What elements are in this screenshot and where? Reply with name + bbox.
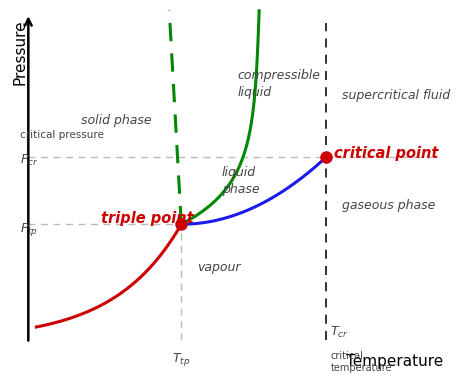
Text: gaseous phase: gaseous phase bbox=[342, 199, 436, 212]
Text: critical pressure: critical pressure bbox=[20, 130, 104, 140]
Text: Temperature: Temperature bbox=[346, 354, 443, 369]
Text: critical
temperature: critical temperature bbox=[330, 351, 392, 373]
Text: solid phase: solid phase bbox=[81, 114, 151, 127]
Text: supercritical fluid: supercritical fluid bbox=[342, 89, 450, 102]
Text: liquid
phase: liquid phase bbox=[221, 166, 259, 196]
Text: $T_{cr}$: $T_{cr}$ bbox=[330, 325, 349, 340]
Text: $T_{tp}$: $T_{tp}$ bbox=[172, 351, 191, 368]
Text: compressible
liquid: compressible liquid bbox=[237, 69, 321, 99]
Text: vapour: vapour bbox=[197, 260, 241, 274]
Text: Pressure: Pressure bbox=[12, 19, 27, 85]
Text: $P_{tp}$: $P_{tp}$ bbox=[20, 221, 38, 238]
Text: critical point: critical point bbox=[334, 146, 438, 161]
Text: $P_{cr}$: $P_{cr}$ bbox=[20, 152, 39, 168]
Text: triple point: triple point bbox=[101, 211, 193, 226]
